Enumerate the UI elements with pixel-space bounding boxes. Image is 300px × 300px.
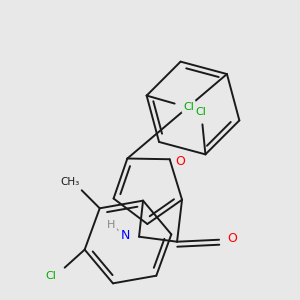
- Text: O: O: [227, 232, 237, 245]
- Text: Cl: Cl: [183, 102, 194, 112]
- Text: H: H: [107, 220, 115, 230]
- Text: Cl: Cl: [45, 271, 56, 281]
- Text: Cl: Cl: [195, 107, 206, 117]
- Text: N: N: [120, 229, 130, 242]
- Text: CH₃: CH₃: [60, 177, 79, 187]
- Text: O: O: [176, 155, 186, 168]
